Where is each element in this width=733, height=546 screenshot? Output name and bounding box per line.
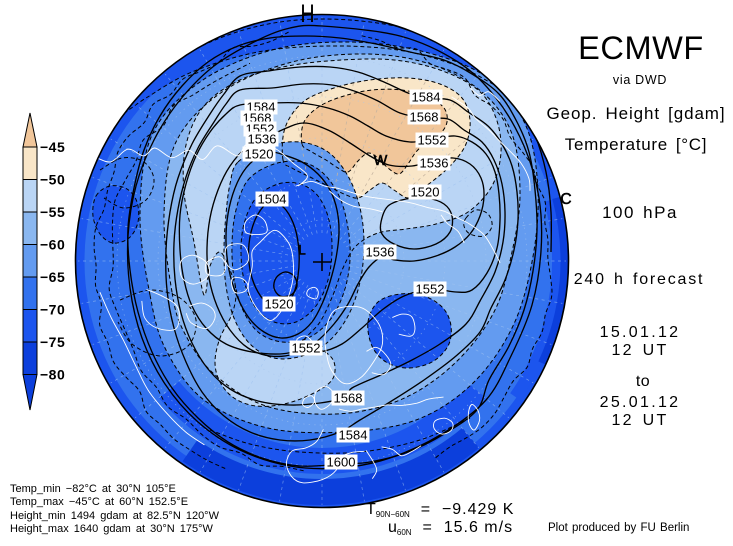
svg-text:Plot produced by FU Berlin: Plot produced by FU Berlin	[548, 522, 689, 534]
svg-text:Temperature [°C]: Temperature [°C]	[565, 135, 707, 154]
svg-text:240 h forecast: 240 h forecast	[574, 271, 705, 288]
svg-text:via DWD: via DWD	[613, 73, 667, 87]
svg-text:25.01.12: 25.01.12	[600, 394, 681, 411]
svg-text:u60N = 15.6 m/s: u60N = 15.6 m/s	[388, 519, 513, 537]
svg-text:Height_max 1640 gdam at 30°N 1: Height_max 1640 gdam at 30°N 175°W	[10, 523, 213, 535]
svg-text:1568: 1568	[334, 391, 363, 406]
svg-text:−55: −55	[40, 204, 65, 220]
svg-text:12 UT: 12 UT	[611, 342, 668, 359]
svg-text:Temp_max −45°C at 60°N 152.5°E: Temp_max −45°C at 60°N 152.5°E	[10, 496, 188, 508]
svg-text:1520: 1520	[265, 297, 294, 312]
svg-text:C: C	[560, 191, 571, 208]
svg-text:−50: −50	[40, 172, 65, 188]
svg-text:L: L	[298, 243, 306, 258]
svg-text:15.01.12: 15.01.12	[600, 324, 681, 341]
svg-text:−45: −45	[40, 139, 65, 155]
svg-text:W: W	[374, 153, 388, 169]
svg-text:to: to	[636, 373, 650, 390]
svg-text:100 hPa: 100 hPa	[602, 203, 678, 222]
svg-text:−75: −75	[40, 334, 65, 350]
svg-text:1568: 1568	[410, 110, 439, 125]
svg-text:−80: −80	[40, 367, 65, 383]
svg-text:Temp_min −82°C at 30°N 105°E: Temp_min −82°C at 30°N 105°E	[10, 483, 176, 495]
svg-text:1600: 1600	[327, 455, 356, 470]
svg-text:ECMWF: ECMWF	[578, 30, 704, 66]
svg-text:1520: 1520	[411, 185, 440, 200]
svg-text:−70: −70	[40, 302, 65, 318]
svg-text:−60: −60	[40, 237, 65, 253]
svg-text:1504: 1504	[258, 192, 287, 207]
svg-text:12 UT: 12 UT	[611, 412, 668, 429]
svg-text:1536: 1536	[248, 132, 277, 147]
svg-text:T90N−60N = −9.429 K: T90N−60N = −9.429 K	[366, 501, 514, 519]
svg-text:1520: 1520	[245, 147, 274, 162]
svg-text:Geop. Height [gdam]: Geop. Height [gdam]	[547, 104, 726, 123]
svg-text:1552: 1552	[416, 282, 445, 297]
svg-text:1552: 1552	[418, 133, 447, 148]
svg-text:1552: 1552	[292, 341, 321, 356]
svg-text:1584: 1584	[339, 428, 368, 443]
svg-text:Height_min 1494 gdam at 82.5°N: Height_min 1494 gdam at 82.5°N 120°W	[10, 510, 220, 522]
svg-text:1536: 1536	[420, 156, 449, 171]
svg-text:−65: −65	[40, 269, 65, 285]
svg-text:1584: 1584	[412, 90, 441, 105]
svg-text:1536: 1536	[366, 245, 395, 260]
